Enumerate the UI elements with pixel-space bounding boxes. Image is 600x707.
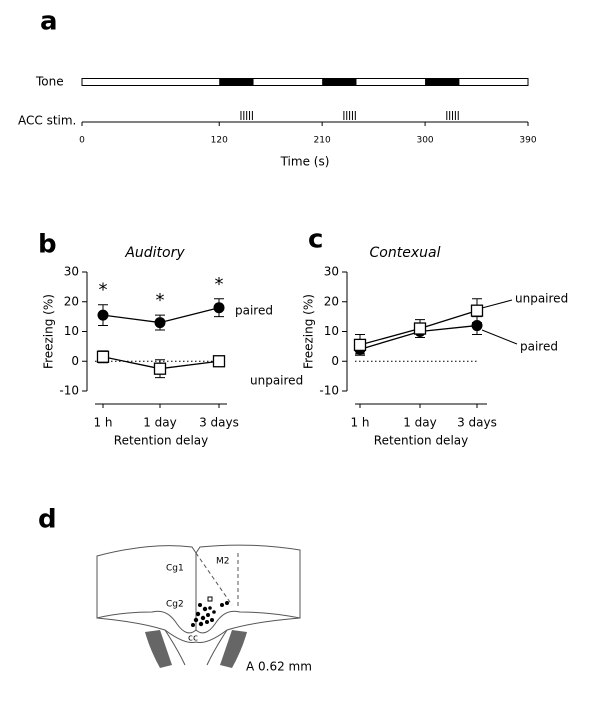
chart-title: Contexual <box>370 245 441 261</box>
y-tick-label: 10 <box>324 324 339 338</box>
cortex-outline <box>96 544 301 634</box>
series-label: unpaired <box>250 374 303 388</box>
callosum <box>96 617 301 643</box>
panel-label: b <box>38 230 57 260</box>
placement <box>220 603 224 607</box>
y-axis-label: Freezing (%) <box>302 294 316 369</box>
placement <box>210 618 214 622</box>
boundary <box>195 552 233 606</box>
placement <box>198 603 202 607</box>
x-axis-label: Time (s) <box>280 155 330 169</box>
placement <box>205 620 209 624</box>
placements <box>191 596 229 627</box>
ventricle-edge <box>164 629 228 666</box>
y-tick-label: 20 <box>324 294 339 308</box>
x-tick-label: 120 <box>211 136 228 146</box>
placement <box>202 606 208 612</box>
y-tick-label: 10 <box>64 324 79 338</box>
y-tick-label: -10 <box>59 384 79 398</box>
label-leader <box>481 329 518 345</box>
marker <box>153 362 167 375</box>
panel-label: c <box>308 225 323 255</box>
series-label: paired <box>235 304 273 318</box>
x-tick-label: 300 <box>416 136 433 146</box>
region-label: M2 <box>216 557 230 567</box>
row-label: ACC stim. <box>18 114 76 128</box>
placement <box>193 617 199 623</box>
panel-label: a <box>40 7 58 37</box>
placement <box>200 615 206 621</box>
y-tick-label: -10 <box>319 384 339 398</box>
y-tick-label: 30 <box>324 265 339 279</box>
marker <box>413 322 427 335</box>
chart-title: Auditory <box>124 245 185 261</box>
placement <box>225 601 229 605</box>
label-leader <box>481 299 513 309</box>
x-tick-label: 3 days <box>457 416 497 430</box>
placement <box>212 610 216 614</box>
x-tick-label: 0 <box>79 136 85 146</box>
y-tick-label: 20 <box>64 294 79 308</box>
placement <box>191 623 195 627</box>
significance: * <box>215 274 224 295</box>
x-tick-label: 1 day <box>143 416 177 430</box>
x-axis-label: Retention delay <box>374 434 468 448</box>
region-label: Cg2 <box>166 600 184 610</box>
placement <box>207 596 213 602</box>
brain-section <box>96 544 301 666</box>
marker <box>96 350 110 363</box>
marker <box>470 304 484 317</box>
y-tick-label: 0 <box>331 354 339 368</box>
tone-on <box>322 78 357 86</box>
x-tick-label: 210 <box>314 136 331 146</box>
x-tick-label: 1 h <box>350 416 369 430</box>
x-axis-label: Retention delay <box>114 434 208 448</box>
placement <box>206 613 210 617</box>
series-label: unpaired <box>515 292 568 306</box>
region-label: Cg1 <box>166 564 184 574</box>
significance: * <box>156 290 165 311</box>
y-tick-label: 30 <box>64 265 79 279</box>
caption: A 0.62 mm <box>246 660 312 674</box>
marker <box>213 302 225 314</box>
panel-label: d <box>38 505 57 535</box>
tone-bar <box>81 78 529 86</box>
tone-on <box>219 78 254 86</box>
tone-on <box>425 78 460 86</box>
ventricle <box>145 630 247 668</box>
significance: * <box>99 280 108 301</box>
marker <box>353 338 367 352</box>
placement <box>208 606 212 610</box>
x-tick-label: 390 <box>519 136 536 146</box>
marker <box>212 355 226 368</box>
x-tick-label: 1 h <box>93 416 112 430</box>
marker <box>97 309 109 321</box>
y-axis-label: Freezing (%) <box>42 294 56 369</box>
x-tick-label: 3 days <box>199 416 239 430</box>
placement <box>195 611 201 617</box>
y-tick-label: 0 <box>71 354 79 368</box>
row-label: Tone <box>35 75 64 89</box>
x-tick-label: 1 day <box>403 416 437 430</box>
region-label: cc <box>188 634 198 644</box>
marker <box>154 317 166 329</box>
placement <box>198 621 204 627</box>
series-label: paired <box>520 340 558 354</box>
